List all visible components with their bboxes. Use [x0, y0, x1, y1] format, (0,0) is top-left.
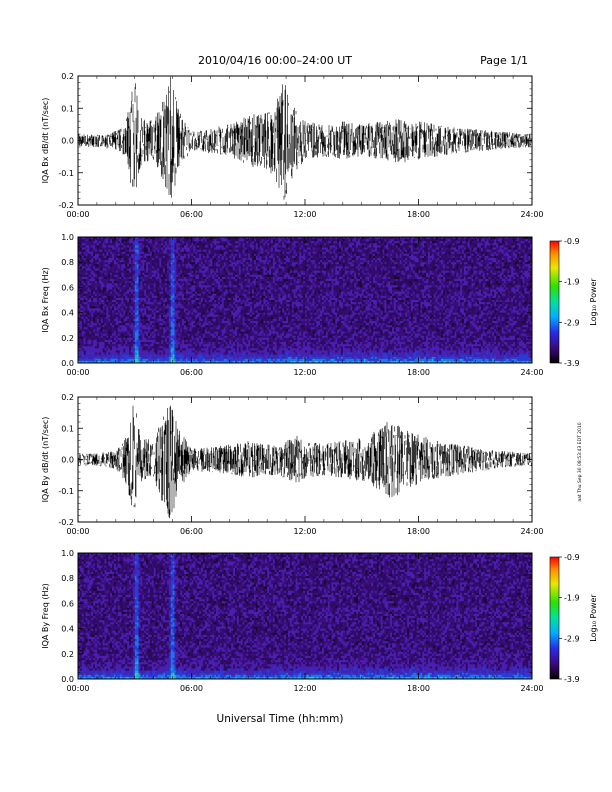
y-axis-label: IQA Bx dB/dt (nT/sec)	[41, 98, 50, 184]
y-tick-label: 0.4	[61, 309, 74, 318]
y-tick-label: 0.1	[61, 104, 74, 113]
y-tick-label: 0.1	[61, 424, 74, 433]
x-tick-label: 18:00	[407, 368, 430, 377]
y-tick-label: 0.6	[61, 599, 74, 608]
y-axis-label: IQA By Freq (Hz)	[41, 583, 50, 649]
panel-by-spectrogram: 1.0 0.8 0.6 0.4 0.2 0.000:00 06:00 12:00 18:00 24…	[41, 549, 544, 693]
panel-by-waveform: 0.2 0.1 0.0 -0.1 -0.200:00 06:00 12:00 18:00 24:…	[41, 393, 544, 536]
colorbar-tick-label: -3.9	[564, 359, 580, 368]
x-tick-label: 12:00	[293, 527, 316, 536]
plot-frame	[77, 236, 533, 364]
waveform-trace	[78, 405, 532, 519]
spectrogram-power-cells	[78, 237, 532, 363]
plot-frame	[77, 396, 533, 523]
y-tick-label: -0.1	[58, 487, 74, 496]
x-tick-label: 00:00	[66, 210, 89, 219]
x-tick-label: 06:00	[180, 527, 203, 536]
generation-note: aat Thu Sep 30 08:53:43 EDT 2010	[577, 422, 583, 501]
y-tick-label: 0.8	[61, 258, 74, 267]
x-tick-label: 00:00	[66, 684, 89, 693]
y-tick-label: 0.0	[61, 456, 74, 465]
colorbar-by: -0.9 -1.9 -2.9 -3.9 Log₁₀ Power	[549, 553, 598, 684]
y-tick-label: 0.2	[61, 393, 74, 402]
x-tick-label: 18:00	[407, 527, 430, 536]
colorbar-tick-label: -1.9	[564, 594, 580, 603]
y-tick-label: 0.2	[61, 72, 74, 81]
y-tick-label: 0.0	[61, 137, 74, 146]
panel-bx-waveform: 0.2 0.1 0.0 -0.1 -0.200:00 06:00 12:00 18:00 24:…	[41, 72, 544, 219]
plot-frame	[77, 75, 533, 206]
y-tick-label: -0.2	[58, 518, 74, 527]
y-tick-label: -0.1	[58, 169, 74, 178]
x-tick-label: 12:00	[293, 684, 316, 693]
colorbar-bx: -0.9 -1.9 -2.9 -3.9 Log₁₀ Power	[549, 237, 598, 368]
colorbar-tick-label: -2.9	[564, 318, 580, 327]
spectrogram-power-cells	[78, 346, 529, 363]
x-tick-label: 06:00	[180, 368, 203, 377]
y-tick-label: 1.0	[61, 549, 74, 558]
x-axis-title: Universal Time (hh:mm)	[217, 713, 344, 725]
x-tick-label: 12:00	[293, 368, 316, 377]
x-tick-label: 24:00	[520, 527, 543, 536]
colorbar-tick-label: -3.9	[564, 675, 580, 684]
x-tick-label: 00:00	[66, 527, 89, 536]
figure-title: 2010/04/16 00:00–24:00 UT	[198, 54, 352, 67]
y-tick-label: -0.2	[58, 201, 74, 210]
plot-frame	[77, 552, 533, 680]
colorbar-gradient	[549, 240, 560, 364]
y-tick-label: 0.0	[61, 675, 74, 684]
spectrogram-power-cells	[134, 672, 495, 679]
colorbar-tick-label: -0.9	[564, 553, 580, 562]
x-tick-label: 24:00	[520, 368, 543, 377]
waveform-trace	[78, 76, 532, 200]
spectrogram-power-cells	[78, 553, 532, 675]
y-tick-label: 1.0	[61, 233, 74, 242]
spectrogram-power-cells	[78, 237, 532, 359]
spectrogram-power-cells	[78, 237, 532, 340]
colorbar-tick-label: -0.9	[564, 237, 580, 246]
page-number: Page 1/1	[480, 54, 528, 67]
y-tick-label: 0.6	[61, 283, 74, 292]
x-tick-label: 24:00	[520, 684, 543, 693]
x-tick-label: 00:00	[66, 368, 89, 377]
y-axis-label: IQA Bx Freq (Hz)	[41, 267, 50, 333]
x-tick-label: 18:00	[407, 684, 430, 693]
colorbar-label: Log₁₀ Power	[589, 278, 598, 326]
colorbar-label: Log₁₀ Power	[589, 594, 598, 642]
x-tick-label: 06:00	[180, 210, 203, 219]
x-tick-label: 06:00	[180, 684, 203, 693]
colorbar-tick-label: -1.9	[564, 278, 580, 287]
y-tick-label: 0.2	[61, 334, 74, 343]
x-tick-label: 24:00	[520, 210, 543, 219]
spectrogram-power-cells	[78, 553, 532, 679]
colorbar-gradient	[549, 556, 560, 680]
x-tick-label: 18:00	[407, 210, 430, 219]
colorbar-tick-label: -2.9	[564, 634, 580, 643]
y-tick-label: 0.0	[61, 359, 74, 368]
y-axis-label: IQA By dB/dt (nT/sec)	[41, 417, 50, 503]
y-tick-label: 0.4	[61, 625, 74, 634]
x-tick-label: 12:00	[293, 210, 316, 219]
y-tick-label: 0.2	[61, 650, 74, 659]
panel-bx-spectrogram: 1.0 0.8 0.6 0.4 0.2 0.000:00 06:00 12:00 18:00 24…	[41, 233, 544, 377]
y-tick-label: 0.8	[61, 574, 74, 583]
